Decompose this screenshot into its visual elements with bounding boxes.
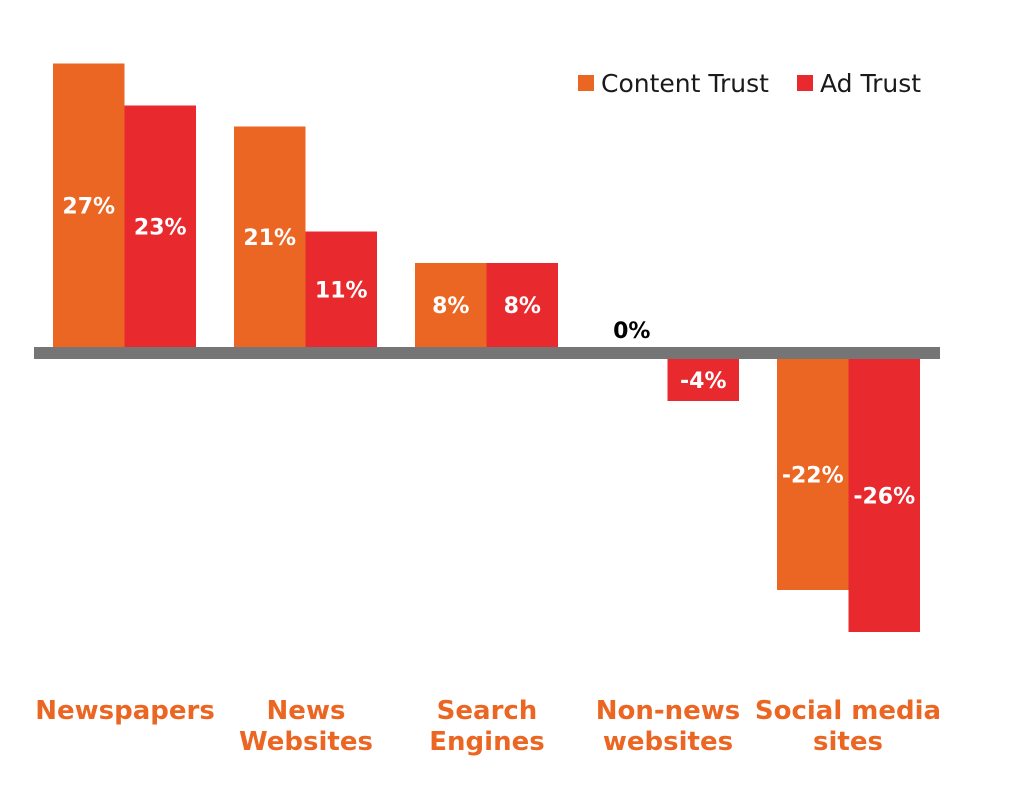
category-label-line: Non-news xyxy=(596,696,741,726)
value-label-ad-trust-non-news-websites: -4% xyxy=(680,369,726,394)
bar-ad-trust-non-news-websites xyxy=(667,359,739,401)
bar-ad-trust-social-media-sites xyxy=(848,359,920,632)
bar-ad-trust-search-engines xyxy=(486,263,558,347)
value-label-ad-trust-newspapers: 23% xyxy=(134,215,187,240)
category-label-line: Websites xyxy=(239,727,373,757)
legend-swatch-content-trust xyxy=(578,75,594,91)
bar-ad-trust-news-websites xyxy=(305,231,377,347)
bar-content-trust-news-websites xyxy=(234,126,306,347)
value-label-content-trust-non-news-websites: 0% xyxy=(613,319,650,344)
category-labels-group: Newspapers News Websites Search Engines Non-n… xyxy=(35,696,941,757)
category-label-line: Engines xyxy=(429,727,544,757)
legend: Content Trust Ad Trust xyxy=(578,69,921,98)
category-label-non-news-websites: Non-news websites xyxy=(596,696,741,757)
category-label-social-media-sites: Social media sites xyxy=(755,696,941,757)
bar-ad-trust-newspapers xyxy=(124,105,196,347)
legend-label-ad-trust: Ad Trust xyxy=(820,69,921,98)
category-label-newspapers: Newspapers xyxy=(35,696,215,726)
bar-content-trust-search-engines xyxy=(415,263,487,347)
value-label-content-trust-social-media-sites: -22% xyxy=(782,464,844,489)
category-label-line: Newspapers xyxy=(35,696,215,726)
value-label-content-trust-search-engines: 8% xyxy=(432,294,469,319)
legend-label-content-trust: Content Trust xyxy=(601,69,769,98)
value-label-content-trust-news-websites: 21% xyxy=(243,226,296,251)
value-label-ad-trust-news-websites: 11% xyxy=(315,278,368,303)
value-label-ad-trust-search-engines: 8% xyxy=(504,294,541,319)
bar-content-trust-social-media-sites xyxy=(777,359,849,590)
value-label-content-trust-newspapers: 27% xyxy=(62,194,115,219)
value-labels-group: 27% 23% 21% 11% 8% 8% 0% -4% -22% -26% xyxy=(62,194,915,509)
category-label-line: News xyxy=(267,696,346,726)
category-label-line: sites xyxy=(813,727,883,757)
bars-group xyxy=(53,63,920,632)
legend-swatch-ad-trust xyxy=(797,75,813,91)
category-label-line: Social media xyxy=(755,696,941,726)
category-label-news-websites: News Websites xyxy=(239,696,373,757)
bar-content-trust-newspapers xyxy=(53,63,125,347)
value-label-ad-trust-social-media-sites: -26% xyxy=(853,485,915,510)
category-label-search-engines: Search Engines xyxy=(429,696,544,757)
zero-axis-line xyxy=(34,347,940,359)
category-label-line: websites xyxy=(603,727,733,757)
category-label-line: Search xyxy=(437,696,538,726)
